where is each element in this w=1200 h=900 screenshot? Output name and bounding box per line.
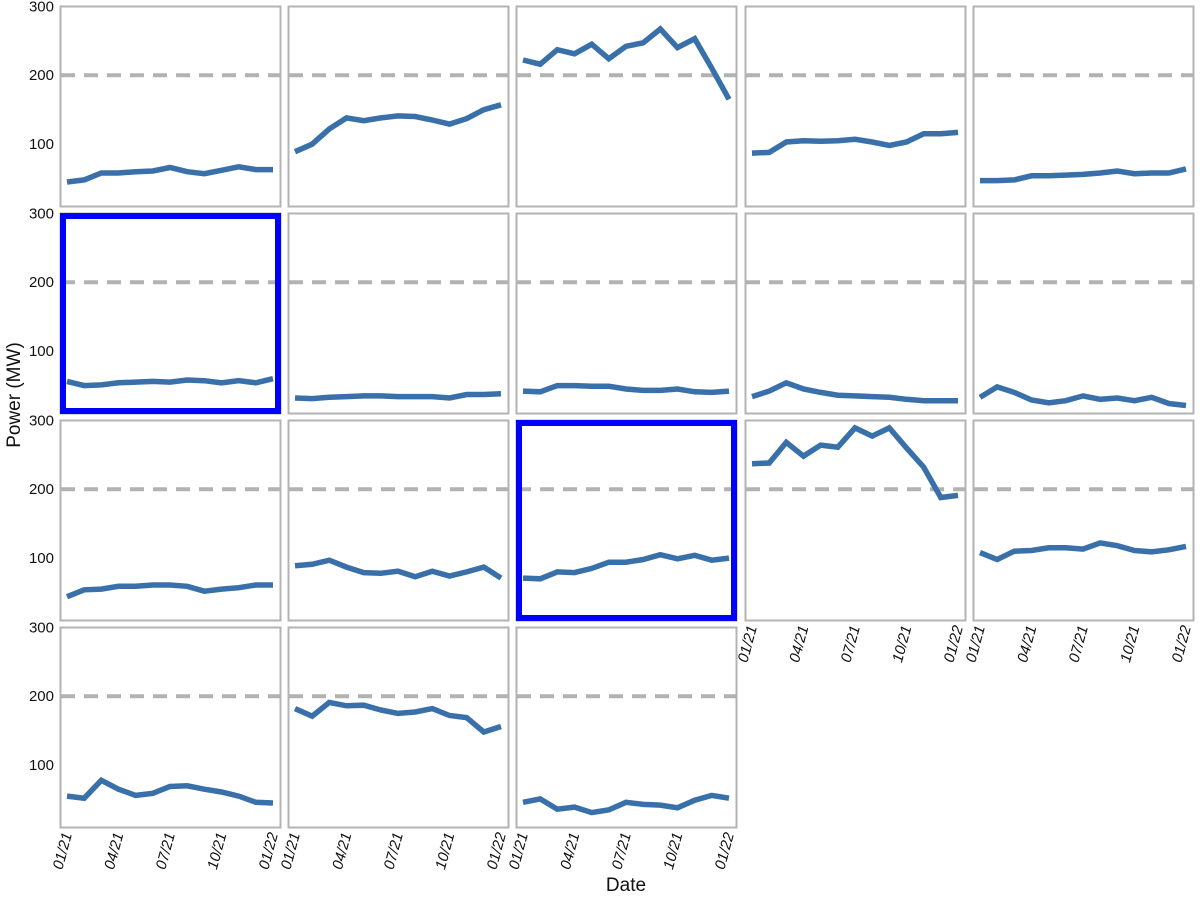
x-tick-label: 01/22 [1169,623,1195,664]
panel-17 [287,626,510,829]
series-line [522,551,730,582]
panel-6 [59,212,282,415]
panel-frame [515,5,738,208]
series-line [751,379,958,404]
series-line [65,582,273,600]
x-tick-label: 07/21 [838,624,864,665]
panel-5 [972,5,1195,208]
x-tick-label: 01/22 [712,830,738,871]
x-tick-label: 07/21 [1066,624,1092,665]
y-tick-label: 300 [29,619,54,636]
y-tick-label: 300 [29,412,54,429]
panels-layer [59,5,1195,829]
panel-frame [287,419,510,622]
panel-2 [287,5,510,208]
y-tick-label: 100 [29,550,54,567]
x-tick-label: 04/21 [1014,624,1040,665]
panel-4 [744,5,967,208]
series-line [66,164,273,185]
panel-frame [744,5,967,208]
x-tick-label: 01/21 [50,831,76,872]
panel-frame [287,626,510,829]
x-tick-label: 04/21 [101,831,127,872]
panel-11 [59,419,282,622]
panel-7 [287,212,510,415]
panel-9 [744,212,967,415]
x-tick-label: 10/21 [432,831,458,872]
x-tick-label: 01/21 [278,831,304,872]
panel-15 [972,419,1195,622]
panel-3 [515,5,738,208]
panel-frame [515,419,738,622]
x-tick-label: 04/21 [786,624,812,665]
x-tick-label: 10/21 [660,831,686,872]
panel-frame [287,212,510,415]
series-line [294,557,503,581]
y-tick-label: 200 [29,688,54,705]
panel-frame [59,626,282,829]
series-line [522,382,730,396]
x-tick-label: 01/21 [963,624,989,665]
series-line [293,699,502,736]
x-axis-title: Date [606,875,646,896]
x-tick-label: 01/21 [735,624,761,665]
series-line [66,776,274,806]
series-line [751,129,959,156]
panel-frame [972,212,1195,415]
panel-frame [515,212,738,415]
highlight-frame [60,213,281,414]
x-tick-label: 07/21 [153,831,179,872]
series-line [294,391,502,402]
series-line [751,424,959,501]
panel-14 [744,419,967,622]
panel-12 [287,419,510,622]
series-line [293,102,502,155]
x-tick-label: 10/21 [204,831,230,872]
panel-16 [59,626,282,829]
series-line [66,376,274,389]
y-tick-label: 200 [29,481,54,498]
y-tick-label: 300 [29,0,54,15]
series-line [522,792,730,816]
y-tick-label: 200 [29,67,54,84]
y-tick-label: 300 [29,205,54,222]
x-tick-label: 01/21 [506,831,532,872]
x-tick-label: 04/21 [557,831,583,872]
y-axis-title: Power (MW) [4,342,25,448]
x-tick-label: 04/21 [329,831,355,872]
y-tick-label: 100 [29,343,54,360]
panel-frame [287,5,510,208]
panel-frame [744,212,967,415]
y-tick-label: 200 [29,274,54,291]
series-line [980,166,1187,184]
series-line [522,25,732,101]
series-line [978,540,1187,563]
y-tick-label: 100 [29,757,54,774]
x-tick-label: 10/21 [1117,624,1143,665]
panel-10 [972,212,1195,415]
panel-frame [744,419,967,622]
panel-13 [515,419,738,622]
highlight-frame [516,420,737,621]
x-tick-label: 07/21 [609,831,635,872]
panel-frame [515,626,738,829]
panel-8 [515,212,738,415]
x-tick-label: 07/21 [381,831,407,872]
panel-1 [59,5,282,208]
y-tick-label: 100 [29,136,54,153]
x-tick-label: 10/21 [889,624,915,665]
panel-18 [515,626,738,829]
series-line [978,383,1187,409]
panel-frame [972,419,1195,622]
